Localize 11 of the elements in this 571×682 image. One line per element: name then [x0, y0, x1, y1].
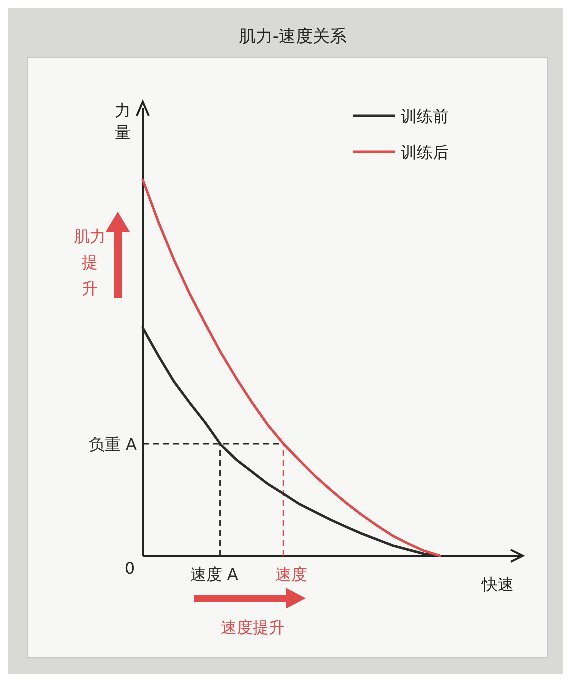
text: 速度 A — [190, 565, 238, 584]
chart-title: 肌力-速度关系 — [238, 27, 348, 47]
legend-label: 训练前 — [401, 107, 449, 126]
text: 0 — [124, 559, 136, 578]
text: 速度提升 — [221, 618, 285, 637]
text: 速度 — [276, 565, 308, 584]
legend-label: 训练后 — [401, 143, 449, 162]
x-axis-title: 快速 — [481, 575, 514, 594]
y-axis-title: 力量 — [115, 101, 131, 142]
text: 肌力提升 — [74, 227, 106, 298]
ref-line-label: 负重 A — [88, 434, 138, 454]
